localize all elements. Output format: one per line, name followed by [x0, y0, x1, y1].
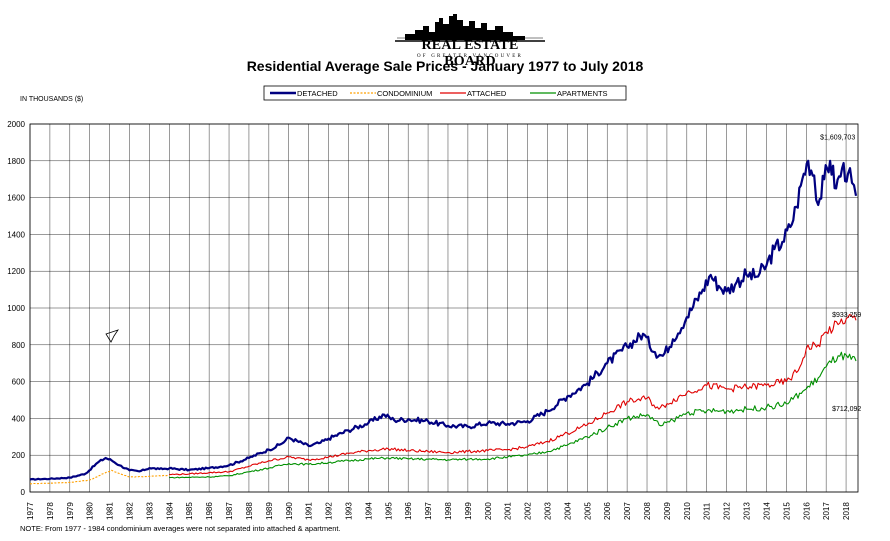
- footnote: NOTE: From 1977 - 1984 condominium avera…: [20, 524, 341, 533]
- data-label: $933,259: [832, 312, 861, 319]
- y-tick-label: 1200: [7, 267, 25, 276]
- y-tick-label: 600: [12, 378, 26, 387]
- grid-lines: [29, 123, 858, 493]
- x-tick-label: 1981: [106, 502, 115, 520]
- series-line-attached: [169, 313, 857, 476]
- series-line-condominium: [29, 469, 170, 485]
- x-tick-label: 2018: [842, 502, 851, 520]
- series-line-apartments: [169, 351, 857, 479]
- x-tick-label: 1986: [205, 502, 214, 520]
- x-tick-label: 1982: [126, 502, 135, 520]
- legend-label: APARTMENTS: [557, 89, 608, 98]
- x-tick-label: 1985: [185, 502, 194, 520]
- x-tick-label: 2007: [623, 502, 632, 520]
- data-label: $1,609,703: [820, 135, 855, 142]
- annotations: $1,609,703 $933,259 $712,092: [820, 135, 861, 413]
- x-tick-label: 1987: [225, 502, 234, 520]
- x-tick-label: 2001: [504, 502, 513, 520]
- x-tick-label: 1983: [145, 502, 154, 520]
- x-tick-label: 2010: [683, 502, 692, 520]
- x-tick-label: 2013: [743, 502, 752, 520]
- x-tick-label: 2012: [723, 502, 732, 520]
- y-tick-label: 1400: [7, 230, 25, 239]
- series-line-detached: [29, 159, 858, 481]
- x-tick-label: 1994: [364, 502, 373, 520]
- legend-label: DETACHED: [297, 89, 338, 98]
- x-tick-label: 1979: [66, 502, 75, 520]
- series-lines: [29, 159, 858, 485]
- x-tick-label: 2004: [563, 502, 572, 520]
- x-tick-label: 1993: [344, 502, 353, 520]
- y-tick-label: 1000: [7, 304, 25, 313]
- logo: REAL ESTATE BOARD OF GREATER VANCOUVER: [395, 12, 545, 69]
- y-axis-units-label: IN THOUSANDS ($): [20, 96, 84, 103]
- x-tick-label: 1988: [245, 502, 254, 520]
- x-tick-label: 1992: [325, 502, 334, 520]
- x-tick-label: 2008: [643, 502, 652, 520]
- x-tick-label: 2006: [603, 502, 612, 520]
- y-tick-label: 1800: [7, 157, 25, 166]
- axes: 0 200 400 600 800 1000 1200 1400 1600 1800 2000 197…: [7, 120, 859, 520]
- x-tick-label: 2017: [822, 502, 831, 520]
- legend-label: CONDOMINIUM: [377, 89, 432, 98]
- y-tick-label: 400: [12, 414, 26, 423]
- x-tick-label: 2014: [762, 502, 771, 520]
- chart-title: Residential Average Sale Prices - Januar…: [246, 58, 644, 74]
- x-tick-label: 1997: [424, 502, 433, 520]
- x-tick-label: 1996: [404, 502, 413, 520]
- x-tick-label: 1978: [46, 502, 55, 520]
- x-tick-label: 1990: [285, 502, 294, 520]
- data-label: $712,092: [832, 406, 861, 413]
- y-tick-label: 0: [21, 488, 26, 497]
- x-tick-label: 1995: [384, 502, 393, 520]
- cursor-icon: [105, 329, 119, 343]
- x-tick-label: 2016: [802, 502, 811, 520]
- x-tick-label: 2005: [583, 502, 592, 520]
- x-tick-label: 1980: [86, 502, 95, 520]
- logo-main-text: REAL ESTATE BOARD: [421, 38, 519, 69]
- y-tick-label: 1600: [7, 194, 25, 203]
- x-tick-label: 1989: [265, 502, 274, 520]
- x-tick-label: 1991: [305, 502, 314, 520]
- x-tick-label: 2000: [484, 502, 493, 520]
- x-tick-label: 2003: [544, 502, 553, 520]
- legend-label: ATTACHED: [467, 89, 507, 98]
- x-tick-label: 1977: [26, 502, 35, 520]
- y-tick-label: 800: [12, 341, 26, 350]
- logo-sub-text: OF GREATER VANCOUVER: [416, 54, 524, 59]
- x-tick-label: 1998: [444, 502, 453, 520]
- x-tick-label: 1999: [464, 502, 473, 520]
- y-tick-label: 2000: [7, 120, 25, 129]
- x-tick-label: 2011: [703, 502, 712, 520]
- y-tick-label: 200: [12, 451, 26, 460]
- x-tick-label: 2002: [524, 502, 533, 520]
- legend: DETACHED CONDOMINIUM ATTACHED APARTMENTS: [263, 85, 627, 101]
- city-skyline-icon: [395, 14, 545, 42]
- plot-area: [29, 123, 859, 493]
- x-tick-label: 2009: [663, 502, 672, 520]
- x-tick-label: 2015: [782, 502, 791, 520]
- x-tick-label: 1984: [165, 502, 174, 520]
